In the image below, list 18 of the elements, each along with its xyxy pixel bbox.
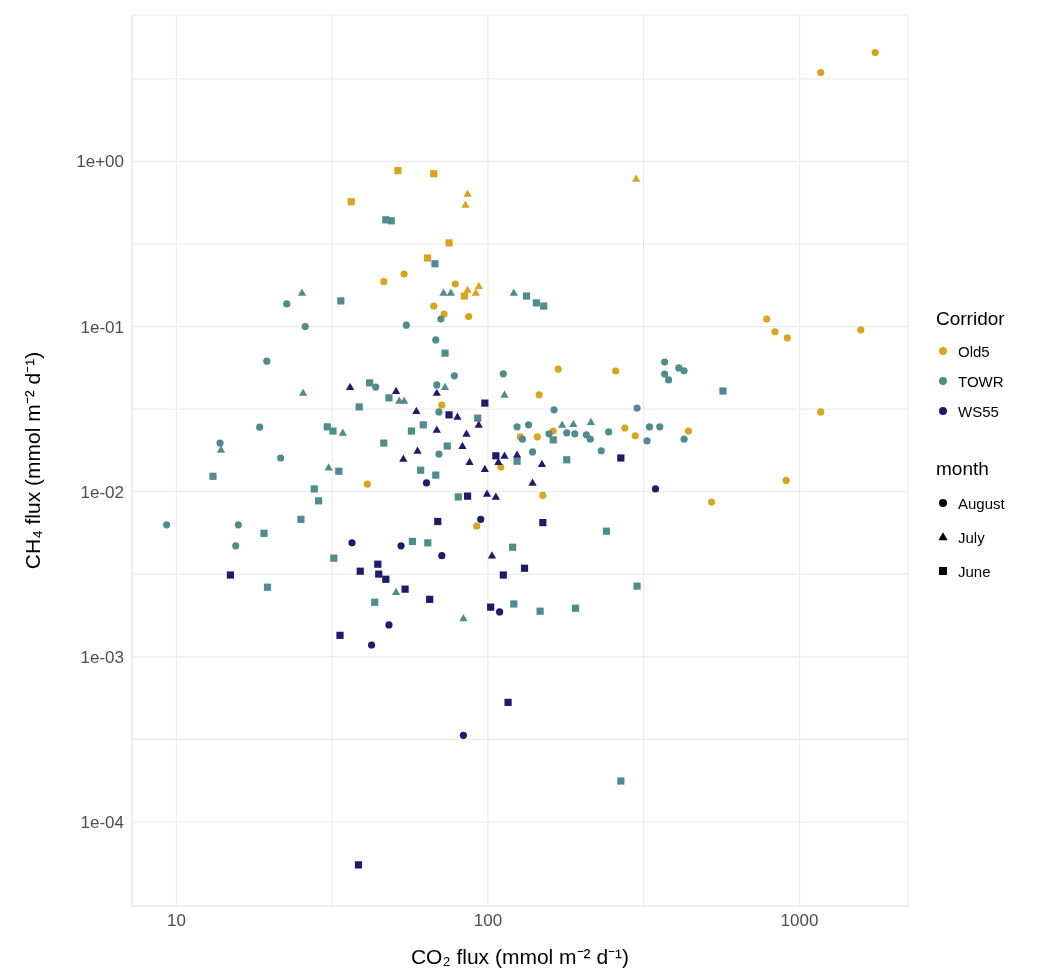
x-tick-label: 100 bbox=[473, 911, 503, 931]
legend-label: WS55 bbox=[958, 402, 999, 420]
text: June bbox=[958, 562, 991, 580]
legend-title: Corridor bbox=[936, 308, 1005, 330]
y-axis-title: CH₄ flux (mmol m⁻² d⁻¹) bbox=[21, 351, 44, 570]
legend-label: TOWR bbox=[958, 372, 1004, 390]
text: August bbox=[958, 494, 1005, 512]
text: month bbox=[936, 458, 990, 480]
y-tick-label: 1e-04 bbox=[80, 813, 124, 833]
y-tick-label: 1e-01 bbox=[80, 317, 124, 337]
text: July bbox=[958, 528, 985, 546]
x-tick-label: 1000 bbox=[780, 911, 819, 931]
x-tick-label: 10 bbox=[166, 911, 186, 931]
y-tick-label: 1e-02 bbox=[80, 482, 124, 502]
y-tick-label: 1e+00 bbox=[76, 152, 124, 172]
legend-label: Old5 bbox=[958, 342, 990, 360]
y-tick-label: 1e-03 bbox=[80, 647, 124, 667]
x-axis-title: CO₂ flux (mmol m⁻² d⁻¹) bbox=[410, 945, 630, 968]
